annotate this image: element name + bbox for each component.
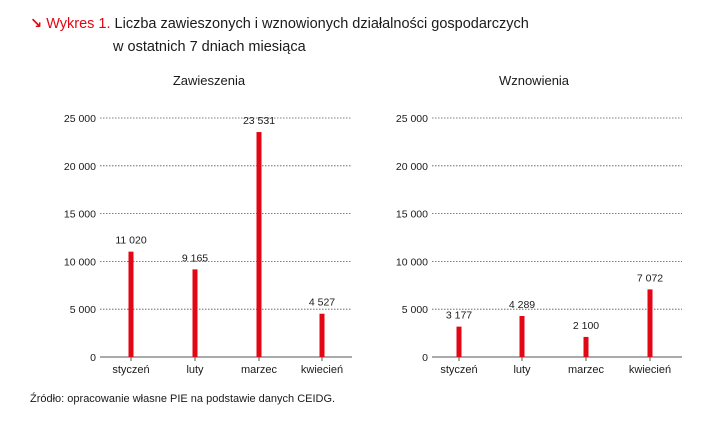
- chart-title-text-2: w ostatnich 7 dniach miesiąca: [113, 39, 306, 55]
- y-tick-label: 25 000: [396, 113, 428, 125]
- x-tick-label: marzec: [241, 364, 278, 376]
- data-label: 2 100: [573, 320, 599, 332]
- x-tick-label: luty: [186, 364, 204, 376]
- data-label: 4 289: [509, 299, 535, 311]
- data-label: 3 177: [446, 310, 472, 322]
- bar: [256, 132, 262, 357]
- bar: [519, 315, 525, 357]
- x-tick-label: styczeń: [112, 364, 149, 376]
- x-tick-label: kwiecień: [629, 364, 671, 376]
- x-tick-label: kwiecień: [301, 364, 343, 376]
- bar: [128, 251, 134, 357]
- panel-title: Zawieszenia: [173, 73, 246, 88]
- y-tick-label: 5 000: [402, 304, 428, 316]
- bar: [319, 313, 325, 357]
- y-tick-label: 0: [90, 352, 96, 364]
- y-tick-label: 5 000: [70, 304, 96, 316]
- panel-resumptions: Wznowienia 0 5 000 10 000 15 000 20 000 25 000…: [396, 73, 682, 376]
- data-label: 9 165: [182, 252, 208, 264]
- bar: [456, 326, 462, 357]
- y-tick-label: 15 000: [396, 209, 428, 221]
- data-label: 4 527: [309, 297, 335, 309]
- y-tick-label: 20 000: [64, 161, 96, 173]
- x-tick-label: luty: [513, 364, 531, 376]
- chart-title: ↘ Wykres 1. Liczba zawieszonych i wznowi…: [30, 14, 529, 57]
- chart-title-text-1: Liczba zawieszonych i wznowionych działa…: [114, 16, 529, 32]
- y-tick-label: 25 000: [64, 113, 96, 125]
- y-tick-label: 15 000: [64, 209, 96, 221]
- y-tick-label: 0: [422, 352, 428, 364]
- data-label: 23 531: [243, 115, 275, 127]
- chart-number-label: Wykres 1.: [46, 16, 111, 32]
- source-note: Źródło: opracowanie własne PIE na podsta…: [30, 393, 336, 405]
- y-tick-label: 10 000: [64, 256, 96, 268]
- y-tick-label: 10 000: [396, 256, 428, 268]
- bar: [583, 336, 589, 357]
- y-tick-label: 20 000: [396, 161, 428, 173]
- chart-title-line-1: ↘ Wykres 1. Liczba zawieszonych i wznowi…: [30, 14, 529, 34]
- bar: [192, 269, 198, 357]
- x-tick-label: styczeń: [440, 364, 477, 376]
- bar: [647, 289, 653, 357]
- x-tick-label: marzec: [568, 364, 605, 376]
- panel-suspensions: Zawieszenia 0 5 000 10 000 15 000 20 000 25 00…: [64, 73, 352, 376]
- arrow-down-right-icon: ↘: [30, 16, 43, 32]
- data-label: 7 072: [637, 272, 663, 284]
- data-label: 11 020: [115, 235, 146, 247]
- panel-title: Wznowienia: [499, 73, 570, 88]
